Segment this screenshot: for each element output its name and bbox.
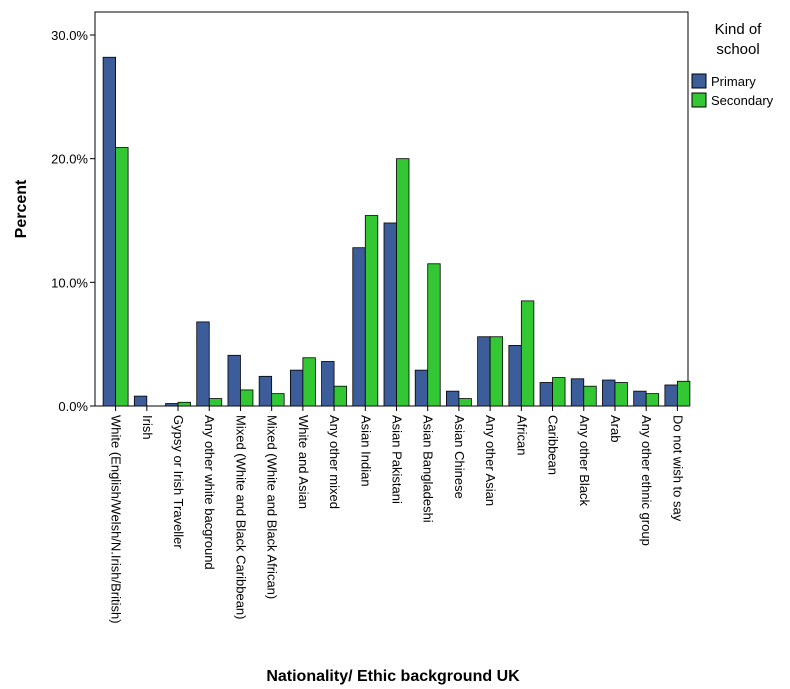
bar-secondary-14 — [552, 377, 566, 407]
legend: Kind of school Primary Secondary — [691, 21, 774, 108]
y-tick-label: 20.0% — [51, 152, 88, 167]
bar-primary-5 — [258, 375, 273, 407]
x-axis-title: Nationality/ Ethic background UK — [266, 668, 520, 685]
bar-primary-9 — [383, 222, 397, 407]
x-tick-label: Irish — [140, 415, 155, 440]
bar-secondary-2 — [177, 401, 191, 407]
bar-secondary-7 — [333, 385, 347, 407]
y-tick-label: 10.0% — [51, 275, 88, 290]
bar-secondary-4 — [240, 389, 254, 407]
bar-primary-0 — [102, 56, 117, 407]
bar-primary-16 — [602, 379, 616, 407]
bar-primary-11 — [446, 390, 460, 407]
bar-primary-8 — [352, 247, 366, 407]
bar-primary-2 — [165, 403, 179, 407]
bar-primary-12 — [477, 336, 491, 407]
bar-primary-18 — [664, 384, 678, 407]
legend-swatch-secondary — [691, 92, 707, 108]
bar-primary-1 — [133, 395, 148, 407]
bar-primary-15 — [570, 378, 585, 407]
x-tick-label: Caribbean — [546, 415, 561, 475]
legend-label-primary: Primary — [711, 74, 756, 89]
x-tick-label: Any other Asian — [483, 415, 498, 506]
bar-secondary-17 — [645, 393, 660, 407]
bar-secondary-6 — [302, 357, 316, 407]
bar-secondary-9 — [396, 158, 410, 407]
x-tick-label: Asian Bangladeshi — [421, 415, 436, 523]
bar-secondary-3 — [208, 398, 223, 407]
bar-secondary-18 — [676, 380, 691, 407]
bar-secondary-10 — [427, 263, 441, 407]
bar-secondary-5 — [271, 393, 285, 407]
y-tick-label: 0.0% — [58, 399, 88, 414]
legend-title-line-1: Kind of — [715, 21, 763, 38]
y-tick-label: 30.0% — [51, 28, 88, 43]
x-tick-label: Mixed (White and Black Caribbean) — [233, 415, 248, 619]
x-tick-label: White (English/Welsh/N.Irish/British) — [109, 415, 124, 624]
bar-secondary-16 — [614, 382, 628, 407]
legend-title-line-2: school — [716, 41, 759, 58]
bar-primary-7 — [321, 361, 335, 407]
bar-primary-13 — [508, 344, 522, 407]
bar-secondary-0 — [115, 147, 129, 407]
x-tick-label: White and Asian — [296, 415, 311, 509]
x-tick-label: Mixed (White and Black African) — [265, 415, 280, 599]
x-tick-label: Any other mixed — [327, 415, 342, 509]
bars — [102, 56, 691, 407]
x-tick-label: Do not wish to say — [670, 415, 685, 522]
bar-primary-17 — [633, 390, 647, 407]
bar-primary-3 — [196, 321, 210, 407]
bar-primary-4 — [227, 354, 241, 407]
bar-primary-10 — [414, 369, 429, 407]
bar-secondary-8 — [364, 215, 379, 407]
x-tick-label: Arab — [608, 415, 623, 442]
bar-primary-6 — [289, 369, 304, 407]
y-axis-title: Percent — [13, 179, 30, 238]
legend-swatch-primary — [691, 73, 707, 89]
bar-secondary-11 — [458, 398, 472, 407]
x-tick-label: Asian Indian — [358, 415, 373, 487]
x-tick-label: Asian Chinese — [452, 415, 467, 499]
x-axis: White (English/Welsh/N.Irish/British) Iri… — [109, 406, 685, 624]
x-tick-label: Any other white bacground — [202, 415, 217, 570]
bar-secondary-12 — [489, 336, 504, 407]
x-tick-label: Any other Black — [577, 415, 592, 507]
bar-primary-14 — [539, 382, 553, 407]
x-tick-label: Any other ethnic group — [639, 415, 654, 546]
bar-secondary-13 — [520, 300, 535, 407]
y-axis: 0.0% 10.0% 20.0% 30.0% — [51, 28, 95, 414]
x-tick-label: Asian Pakistani — [390, 415, 405, 504]
x-tick-label: African — [514, 415, 529, 455]
x-tick-label: Gypsy or Irish Traveller — [171, 415, 186, 549]
legend-label-secondary: Secondary — [711, 93, 774, 108]
bar-secondary-15 — [583, 385, 597, 407]
